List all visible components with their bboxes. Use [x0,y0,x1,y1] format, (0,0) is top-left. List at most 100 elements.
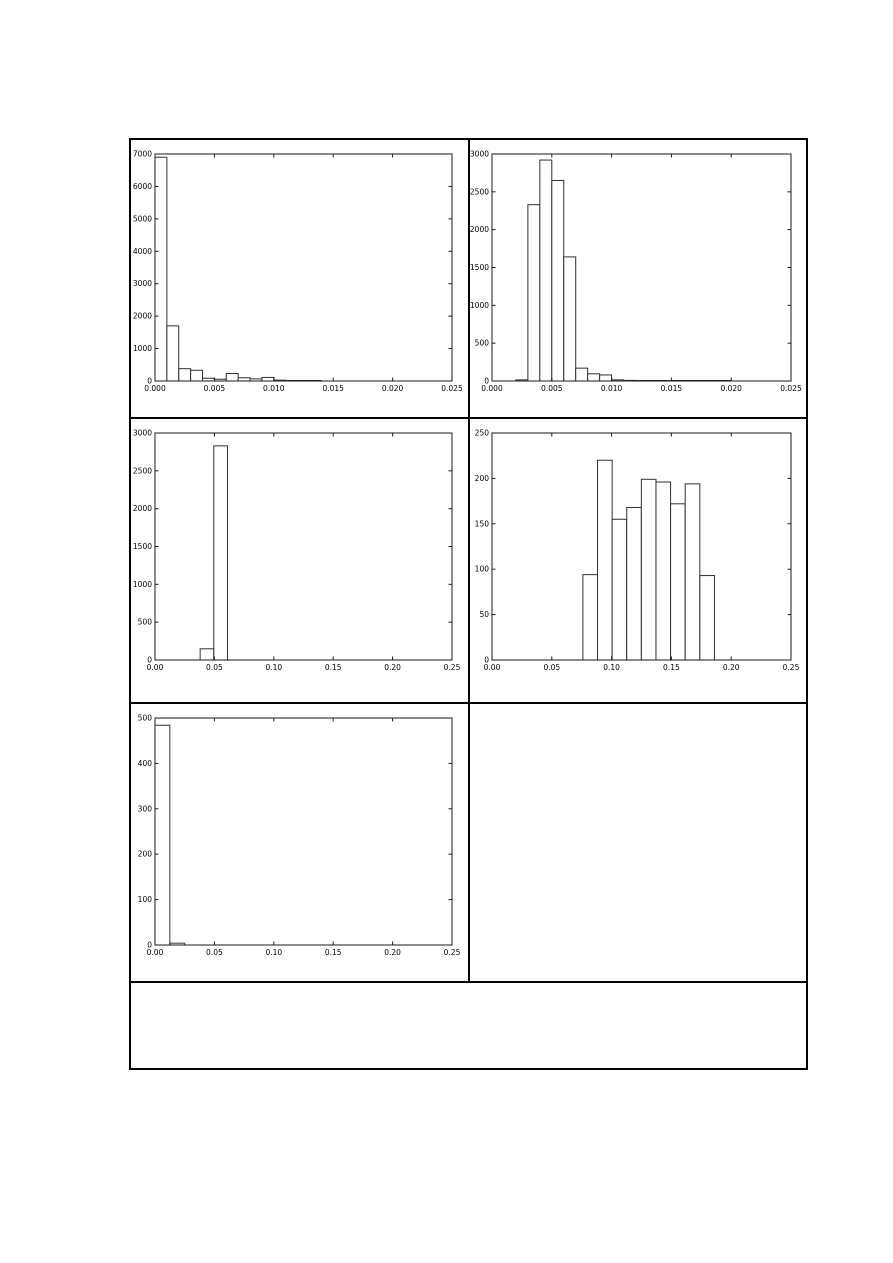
plot-border [154,717,453,946]
x-tick-label: 0.25 [783,663,800,672]
y-tick-label: 6000 [133,182,152,191]
histogram-bar [213,445,228,661]
histogram-bar [575,367,589,382]
histogram-bar [199,648,215,661]
x-tick-label: 0.015 [661,384,683,393]
y-tick-label: 3000 [470,150,489,159]
y-tick-label: 50 [479,610,489,619]
histogram-bar [154,724,171,946]
y-tick-label: 0 [147,941,152,950]
histogram-middle-right: 0.00 0.05 0.10 0.15 0.20 0.25 0 50 100 150 200 250 [470,419,806,696]
y-tick-label: 3000 [133,429,152,438]
histogram-canvas: 0.00 0.05 0.10 0.15 0.20 0.25 0 500 1000 1500 2000… [133,429,461,673]
y-tick-label: 7000 [133,150,152,159]
y-tick-label: 2500 [133,466,152,475]
y-tick-label: 300 [138,804,153,813]
y-tick-label: 2500 [470,187,489,196]
x-tick-label: 0.010 [601,384,623,393]
x-tick-label: 0.05 [206,663,223,672]
x-tick-label: 0.020 [720,384,742,393]
x-tick-label: 0.20 [384,948,401,957]
x-tick-label: 0.10 [265,663,282,672]
x-tick-label: 0.005 [204,384,226,393]
histogram-bar [684,483,701,661]
y-tick-label: 150 [475,519,490,528]
histogram-canvas: 0.000 0.005 0.010 0.015 0.020 0.025 0 1000 2000 3… [133,150,463,394]
y-tick-label: 1000 [133,344,152,353]
y-tick-label: 2000 [133,504,152,513]
y-tick-label: 0 [484,377,489,386]
cell-row1-col2: 0.000 0.005 0.010 0.015 0.020 0.025 0 500 1000 15… [470,140,806,419]
histogram-bar [261,376,275,382]
plot-border [154,432,453,661]
x-tick-label: 0.020 [382,384,404,393]
histogram-top-left: 0.000 0.005 0.010 0.015 0.020 0.025 0 1000 2000 3… [131,140,468,417]
histogram-bar [599,374,613,382]
x-tick-label: 0.20 [723,663,740,672]
x-tick-label: 0.00 [147,948,164,957]
histogram-bar [640,478,657,661]
x-tick-label: 0.15 [663,663,680,672]
x-tick-label: 0.05 [543,663,560,672]
histogram-bar [190,369,204,382]
x-tick-label: 0.015 [322,384,344,393]
plot-border [491,432,792,661]
histogram-bar [539,159,553,382]
x-tick-label: 0.000 [481,384,503,393]
y-tick-label: 1500 [470,263,489,272]
histogram-bar [563,256,577,382]
x-tick-label: 0.010 [263,384,285,393]
y-tick-label: 2000 [470,225,489,234]
cell-row4-footer-empty [131,983,806,1068]
x-tick-label: 0.025 [441,384,463,393]
y-tick-label: 0 [147,377,152,386]
histogram-bar [626,506,642,661]
histogram-bar [154,156,168,382]
y-tick-label: 1000 [133,580,152,589]
histogram-bar [699,575,715,661]
cell-row2-col2: 0.00 0.05 0.10 0.15 0.20 0.25 0 50 100 150 200 250 [470,419,806,704]
x-tick-label: 0.025 [780,384,802,393]
histogram-bar [225,373,239,382]
histogram-canvas: 0.000 0.005 0.010 0.015 0.020 0.025 0 500 1000 15… [470,150,802,394]
x-tick-label: 0.20 [384,663,401,672]
histogram-top-right: 0.000 0.005 0.010 0.015 0.020 0.025 0 500 1000 15… [470,140,806,417]
histogram-bar [551,179,565,382]
x-tick-label: 0.05 [206,948,223,957]
x-tick-label: 0.15 [325,663,342,672]
x-tick-label: 0.00 [484,663,501,672]
x-tick-label: 0.25 [444,663,461,672]
cell-row1-col1: 0.000 0.005 0.010 0.015 0.020 0.025 0 1000 2000 3… [131,140,470,419]
histogram-bar [527,204,541,382]
cell-row3-col1: 0.00 0.05 0.10 0.15 0.20 0.25 0 100 200 300 400 500 [131,704,470,983]
cell-row2-col1: 0.00 0.05 0.10 0.15 0.20 0.25 0 500 1000 1500 2000… [131,419,470,704]
histogram-bar [655,481,672,661]
y-tick-label: 0 [484,656,489,665]
y-tick-label: 0 [147,656,152,665]
x-tick-label: 0.10 [603,663,620,672]
plot-border [154,153,453,382]
histogram-bar [587,373,601,382]
y-tick-label: 200 [138,850,153,859]
histogram-bar [670,503,686,661]
y-tick-label: 400 [138,759,153,768]
y-tick-label: 100 [138,895,153,904]
x-tick-label: 0.000 [144,384,166,393]
y-tick-label: 100 [475,565,490,574]
figure-grid: 0.000 0.005 0.010 0.015 0.020 0.025 0 1000 2000 3… [129,138,808,1070]
y-tick-label: 1500 [133,542,152,551]
y-tick-label: 2000 [133,312,152,321]
x-tick-label: 0.15 [325,948,342,957]
y-tick-label: 4000 [133,247,152,256]
x-tick-label: 0.10 [265,948,282,957]
y-tick-label: 200 [475,474,490,483]
y-tick-label: 5000 [133,214,152,223]
cell-row3-col2-empty [470,704,806,983]
x-tick-label: 0.005 [541,384,563,393]
y-tick-label: 500 [138,618,153,627]
y-tick-label: 3000 [133,279,152,288]
y-tick-label: 250 [475,429,490,438]
y-tick-label: 1000 [470,301,489,310]
y-tick-label: 500 [138,714,153,723]
